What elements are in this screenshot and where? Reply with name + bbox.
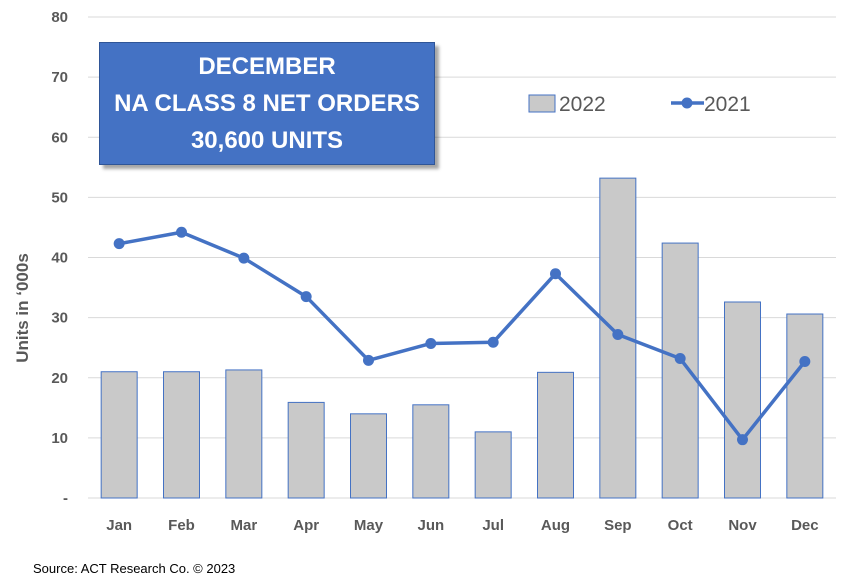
legend-label-2022: 2022 — [559, 93, 606, 116]
y-tick-label-40: 40 — [51, 250, 68, 267]
point-2021-may — [363, 354, 374, 366]
title-line-2: NA CLASS 8 NET ORDERS — [114, 90, 420, 117]
bar-jan — [100, 371, 138, 499]
legend-label-2021: 2021 — [704, 93, 751, 116]
y-tick-label-50: 50 — [51, 189, 68, 206]
bar-may — [350, 413, 387, 499]
point-2021-oct — [674, 353, 686, 365]
point-2021-apr — [300, 291, 312, 303]
x-tick-label-may: May — [354, 517, 384, 534]
bar-aug — [537, 371, 574, 499]
x-tick-label-aug: Aug — [541, 517, 570, 534]
point-2021-nov — [737, 434, 748, 446]
y-tick-label-60: 60 — [51, 129, 68, 146]
y-axis-ticks: - 10 20 30 40 50 60 70 80 — [51, 9, 68, 507]
line-path-2021 — [118, 230, 807, 442]
point-2021-jun — [425, 337, 437, 349]
legend-swatch-2022 — [528, 94, 556, 113]
bar-mar — [225, 369, 263, 499]
x-tick-label-jun: Jun — [417, 517, 444, 534]
point-2021-sep — [612, 328, 624, 340]
y-tick-label-20: 20 — [51, 370, 68, 387]
point-2021-jan — [113, 238, 125, 250]
point-2021-aug — [550, 268, 561, 280]
x-tick-label-nov: Nov — [728, 517, 757, 534]
x-tick-label-sep: Sep — [604, 517, 632, 534]
line-2021 — [113, 226, 811, 446]
bar-jul — [474, 431, 512, 499]
bar-oct — [661, 242, 699, 499]
y-tick-label-0: - — [63, 490, 68, 507]
x-tick-label-jan: Jan — [106, 517, 132, 534]
source-note: Source: ACT Research Co. © 2023 — [33, 561, 236, 576]
bar-feb — [163, 371, 200, 499]
bar-apr — [287, 401, 325, 499]
point-2021-feb — [176, 226, 187, 238]
legend: 2022 2021 — [528, 93, 751, 116]
bar-jun — [412, 404, 450, 499]
x-tick-label-jul: Jul — [482, 517, 504, 534]
legend-marker-2021 — [681, 97, 693, 109]
y-axis-label: Units in ‘000s — [13, 253, 32, 363]
x-axis-ticks: Jan Feb Mar Apr May Jun Jul Aug Sep Oct Nov Dec — [106, 517, 818, 534]
bars-2022 — [100, 177, 824, 499]
title-callout: DECEMBER NA CLASS 8 NET ORDERS 30,600 UN… — [99, 42, 435, 165]
title-line-1: DECEMBER — [198, 53, 336, 80]
point-2021-dec — [799, 356, 811, 368]
x-tick-label-oct: Oct — [668, 517, 693, 534]
x-tick-label-dec: Dec — [791, 517, 819, 534]
title-line-3: 30,600 UNITS — [190, 127, 344, 154]
y-tick-label-80: 80 — [51, 9, 68, 26]
point-2021-jul — [487, 336, 499, 348]
y-tick-label-70: 70 — [51, 69, 68, 86]
x-tick-label-mar: Mar — [230, 517, 257, 534]
y-tick-label-30: 30 — [51, 310, 68, 327]
x-tick-label-apr: Apr — [293, 517, 319, 534]
bar-nov — [724, 301, 761, 499]
point-2021-mar — [238, 252, 250, 264]
bar-dec — [786, 313, 824, 499]
x-tick-label-feb: Feb — [168, 517, 195, 534]
y-tick-label-10: 10 — [51, 430, 68, 447]
